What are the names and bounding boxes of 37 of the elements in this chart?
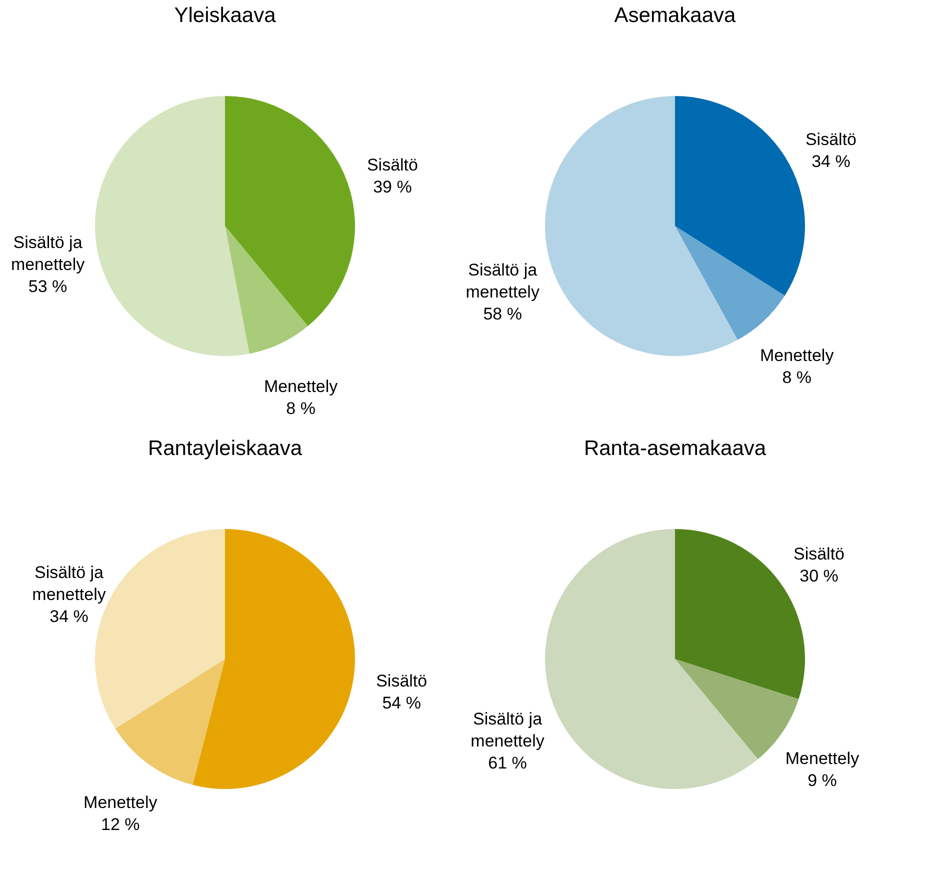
pie-slice (675, 226, 785, 340)
chart-title: Asemakaava (614, 4, 736, 27)
pie-slice (545, 96, 738, 356)
chart-title: Ranta-asemakaava (584, 437, 766, 460)
slice-label: Sisältö ja menettely (32, 563, 106, 604)
data-label: 39 % (373, 178, 412, 197)
chart-title: Yleiskaava (174, 4, 276, 27)
data-label: 58 % (483, 304, 522, 324)
data-label: 30 % (800, 566, 838, 586)
pie-slice (192, 529, 355, 789)
slice-label: Sisältö (793, 544, 845, 564)
slice-label: Menettely (785, 749, 860, 768)
pie-slice (225, 226, 308, 354)
slice-label: Sisältö ja menettely (470, 709, 545, 750)
slice-label: Menettely (264, 377, 338, 396)
pie-slice (675, 96, 805, 296)
chart-title: Rantayleiskaava (148, 437, 302, 460)
data-label: 34 % (50, 607, 88, 626)
pie-slice (225, 96, 355, 326)
slice-label: Sisältö (376, 671, 428, 690)
data-label: 8 % (286, 399, 316, 418)
data-label: 54 % (382, 693, 421, 712)
data-label: 9 % (808, 771, 837, 790)
slice-label: Sisältö (805, 130, 856, 150)
slice-label: Sisältö ja menettely (466, 260, 540, 302)
slice-label: Menettely (84, 793, 158, 812)
pie-slice (545, 529, 758, 789)
slice-label: Menettely (760, 346, 834, 365)
data-label: 61 % (488, 753, 527, 772)
slice-label: Sisältö (366, 156, 418, 175)
data-label: 12 % (101, 815, 140, 834)
data-label: 34 % (812, 152, 850, 172)
data-label: 53 % (28, 276, 68, 296)
pie-slice (95, 96, 250, 356)
slice-label: Sisältö ja menettely (10, 232, 86, 274)
data-label: 8 % (782, 368, 812, 387)
pie-slice (115, 659, 225, 785)
